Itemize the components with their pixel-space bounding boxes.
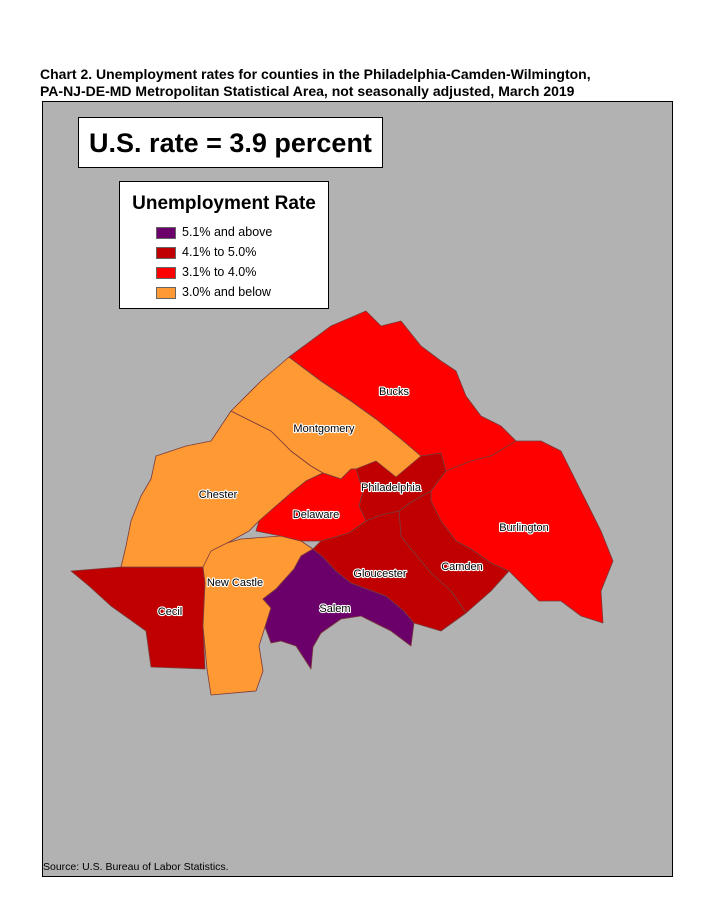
legend-item: 5.1% and above [156, 225, 272, 240]
label-new-castle: New Castle [207, 577, 263, 589]
legend-label: 5.1% and above [182, 225, 273, 239]
legend-item: 3.0% and below [156, 285, 271, 300]
legend-item: 3.1% to 4.0% [156, 265, 256, 280]
legend-swatch [156, 246, 176, 259]
legend-swatch [156, 286, 176, 299]
county-map: Bucks Montgomery Chester Philadelphia De… [70, 310, 614, 696]
label-delaware: Delaware [293, 509, 339, 521]
label-camden: Camden [441, 561, 483, 573]
legend-label: 3.1% to 4.0% [182, 265, 257, 279]
label-philadelphia: Philadelphia [361, 482, 422, 494]
source-note: Source: U.S. Bureau of Labor Statistics. [43, 861, 229, 873]
label-gloucester: Gloucester [353, 568, 407, 580]
label-burlington: Burlington [499, 522, 549, 534]
label-montgomery: Montgomery [293, 423, 355, 435]
label-chester: Chester [199, 489, 238, 501]
chart-title-line2: PA-NJ-DE-MD Metropolitan Statistical Are… [40, 83, 575, 99]
legend-title: Unemployment Rate [132, 193, 316, 214]
us-rate-box: U.S. rate = 3.9 percent [78, 117, 383, 168]
legend-label: 4.1% to 5.0% [182, 245, 257, 259]
label-bucks: Bucks [379, 386, 409, 398]
legend-item: 4.1% to 5.0% [156, 245, 256, 260]
county-gloucester[interactable] [312, 510, 467, 632]
chart-title: Chart 2. Unemployment rates for counties… [40, 66, 680, 100]
legend-swatch [156, 226, 176, 239]
label-salem: Salem [319, 603, 350, 615]
county-bucks[interactable] [288, 310, 517, 472]
chart-title-line1: Chart 2. Unemployment rates for counties… [40, 66, 591, 82]
label-cecil: Cecil [158, 606, 182, 618]
legend-label: 3.0% and below [182, 285, 271, 299]
legend-swatch [156, 266, 176, 279]
county-cecil[interactable] [70, 566, 206, 670]
map-frame: Bucks Montgomery Chester Philadelphia De… [42, 101, 673, 877]
legend: Unemployment Rate 5.1% and above 4.1% to… [119, 181, 329, 309]
